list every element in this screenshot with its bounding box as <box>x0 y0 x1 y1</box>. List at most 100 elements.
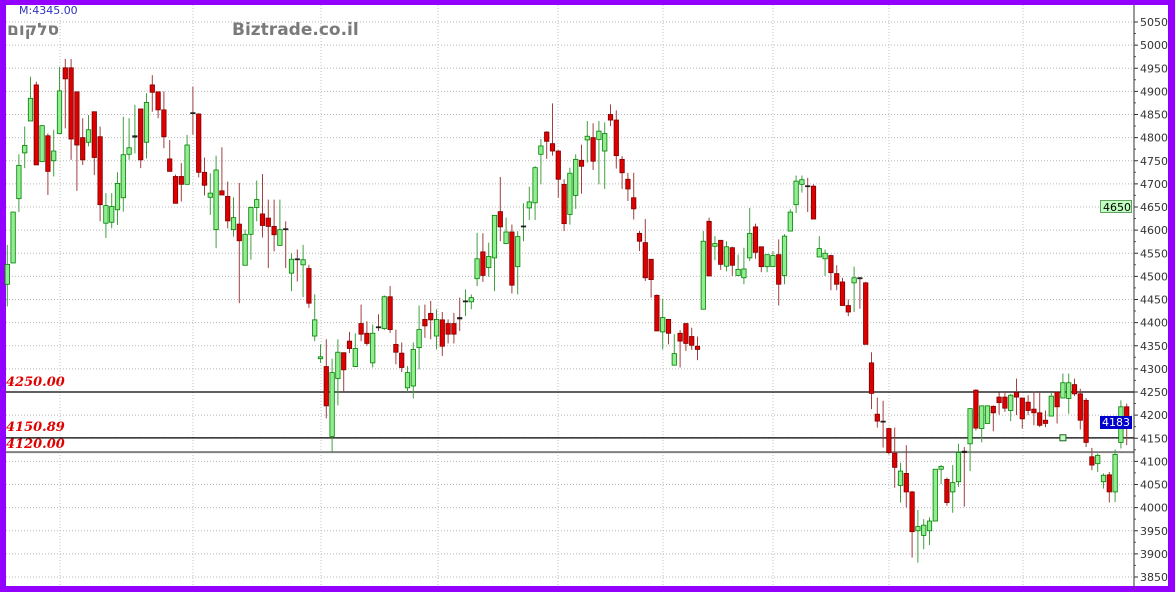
candle-body <box>196 113 202 173</box>
candle-body <box>851 277 857 284</box>
candle <box>561 179 567 232</box>
candle-body <box>660 317 666 333</box>
candle <box>22 126 28 169</box>
candle-body <box>143 102 150 143</box>
candle-body <box>283 228 289 231</box>
candle <box>555 150 561 198</box>
candle <box>16 154 22 213</box>
axis-tick-label: 4400 <box>1140 317 1168 330</box>
candle-body <box>648 258 654 281</box>
candle-body <box>370 332 376 364</box>
candle <box>404 366 411 392</box>
candle-body <box>897 470 904 486</box>
candle-body <box>602 133 608 152</box>
candle <box>515 231 521 295</box>
level-label-4120: 4120.00 <box>6 437 65 452</box>
candle-body <box>915 526 921 532</box>
candle-body <box>712 243 718 247</box>
candle-body <box>857 277 863 280</box>
candle <box>428 300 434 340</box>
candle-body <box>480 251 486 276</box>
candle <box>56 66 63 134</box>
candle-body <box>1071 384 1078 395</box>
candle-body <box>103 205 109 224</box>
candle <box>1002 392 1008 412</box>
candle-body <box>544 131 550 142</box>
candle <box>109 193 115 229</box>
candle <box>143 93 150 159</box>
candle-body <box>996 396 1002 404</box>
candle-body <box>207 192 213 198</box>
candle-body <box>776 254 782 285</box>
candle <box>172 174 179 204</box>
candle-body <box>306 268 312 304</box>
candle <box>132 104 138 154</box>
candle-body <box>1031 408 1037 414</box>
candle <box>433 309 440 350</box>
candle <box>74 91 80 191</box>
candle <box>33 81 39 166</box>
candle <box>387 286 393 333</box>
candle <box>718 239 724 270</box>
axis-tick-label: 4900 <box>1140 85 1168 98</box>
candle <box>596 120 602 185</box>
candle <box>584 120 590 163</box>
candle <box>932 468 938 522</box>
candle-body <box>822 252 828 260</box>
candle <box>874 397 880 428</box>
candle <box>265 199 271 269</box>
candle-body <box>880 420 886 423</box>
axis-tick-label: 4450 <box>1140 294 1168 307</box>
candle <box>770 250 776 268</box>
candle <box>816 236 822 258</box>
candle <box>184 134 190 185</box>
candle <box>381 295 387 331</box>
candle <box>938 465 944 485</box>
candle-body <box>45 135 51 172</box>
candle-body <box>248 207 254 235</box>
candle-body <box>636 232 643 242</box>
candle-body <box>474 258 480 280</box>
candle-body <box>346 340 353 349</box>
candle <box>288 253 295 292</box>
candle <box>149 75 155 112</box>
candle <box>457 297 463 331</box>
candle <box>370 324 376 368</box>
candle-body <box>56 90 63 134</box>
candle <box>520 203 527 242</box>
candle-body <box>33 84 39 166</box>
candle <box>474 232 480 287</box>
candle-body <box>468 297 474 303</box>
candle-body <box>567 172 573 215</box>
candle-body <box>909 491 915 533</box>
candle <box>1008 393 1014 422</box>
candle <box>358 304 364 342</box>
candle <box>863 281 869 345</box>
candle-body <box>422 318 428 327</box>
candle-body <box>532 167 538 204</box>
candle <box>364 321 370 346</box>
candle-body <box>706 220 712 277</box>
candle <box>341 352 347 392</box>
candle <box>323 339 329 419</box>
candle <box>497 176 503 242</box>
candle-body <box>68 67 74 140</box>
candle-body <box>973 389 979 429</box>
candle <box>741 247 747 285</box>
candle-body <box>1025 401 1031 411</box>
candle-body <box>433 318 440 337</box>
candle-body <box>515 236 521 268</box>
level-label-4250: 4250.00 <box>6 375 65 390</box>
candle <box>27 76 34 122</box>
candle-body <box>845 305 851 313</box>
candle <box>62 59 68 129</box>
candle-body <box>700 240 706 310</box>
candle-body <box>642 242 648 279</box>
candle <box>671 334 677 366</box>
y-axis: 3850 3900 3950 4000 4050 4100 4150 4200 4250 4300… <box>1133 5 1168 589</box>
candle <box>219 147 225 196</box>
candle <box>1071 378 1078 397</box>
candle-body <box>694 345 701 350</box>
candle <box>665 318 672 345</box>
